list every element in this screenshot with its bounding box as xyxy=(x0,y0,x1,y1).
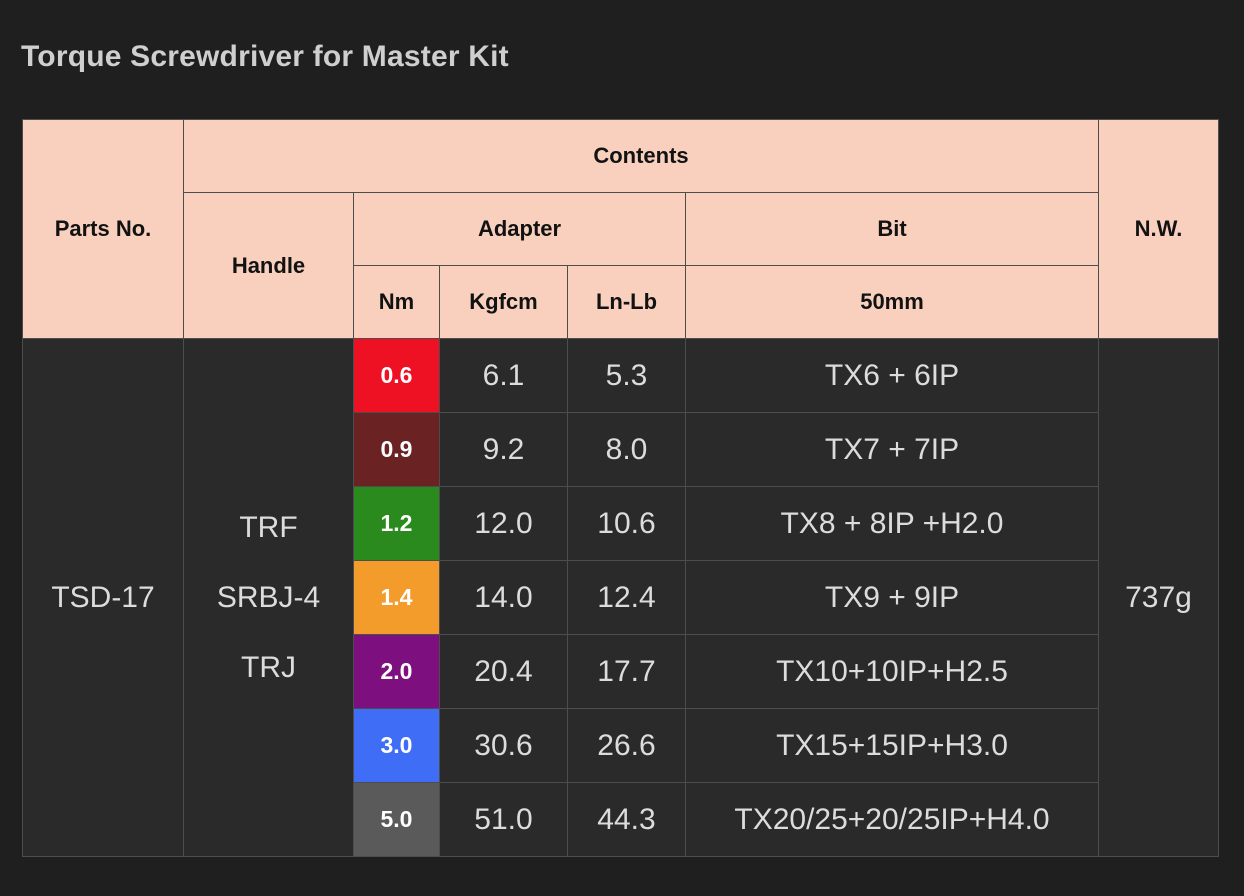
nm-value-cell: 0.6 xyxy=(353,338,440,413)
nm-value-cell: 1.2 xyxy=(353,486,440,561)
kgfcm-cell: 51.0 xyxy=(439,782,568,857)
handle-list: TRF SRBJ-4 TRJ xyxy=(184,511,353,685)
bit-cell: TX8 + 8IP +H2.0 xyxy=(685,486,1099,561)
header-nw: N.W. xyxy=(1098,119,1219,339)
page-title: Torque Screwdriver for Master Kit xyxy=(21,40,509,73)
header-nm: Nm xyxy=(353,265,440,339)
table-row: 2.0 20.4 17.7 TX10+10IP+H2.5 xyxy=(23,634,1219,709)
part-number-cell: TSD-17 xyxy=(22,338,184,857)
header-bit: Bit xyxy=(685,192,1099,266)
bit-cell: TX6 + 6IP xyxy=(685,338,1099,413)
header-row-2: Handle Adapter Bit xyxy=(23,192,1219,339)
bit-cell: TX7 + 7IP xyxy=(685,412,1099,487)
kgfcm-cell: 30.6 xyxy=(439,708,568,783)
kgfcm-cell: 9.2 xyxy=(439,412,568,487)
kgfcm-cell: 14.0 xyxy=(439,560,568,635)
handle-item: TRF xyxy=(239,510,298,544)
lnlb-cell: 12.4 xyxy=(567,560,686,635)
nm-value-cell: 0.9 xyxy=(353,412,440,487)
bit-cell: TX20/25+20/25IP+H4.0 xyxy=(685,782,1099,857)
handle-item: TRJ xyxy=(241,650,296,684)
header-parts-no: Parts No. xyxy=(22,119,184,339)
header-bit-size: 50mm xyxy=(685,265,1099,339)
bit-cell: TX15+15IP+H3.0 xyxy=(685,708,1099,783)
net-weight-cell: 737g xyxy=(1098,338,1219,857)
nm-value-cell: 5.0 xyxy=(353,782,440,857)
header-contents: Contents xyxy=(183,119,1099,193)
header-adapter: Adapter xyxy=(353,192,686,266)
lnlb-cell: 8.0 xyxy=(567,412,686,487)
lnlb-cell: 26.6 xyxy=(567,708,686,783)
table-row: 1.2 12.0 10.6 TX8 + 8IP +H2.0 xyxy=(23,486,1219,561)
table-body: TSD-17 TRF SRBJ-4 TRJ 0.6 6.1 5.3 TX6 + … xyxy=(22,338,1219,857)
kgfcm-cell: 12.0 xyxy=(439,486,568,561)
lnlb-cell: 10.6 xyxy=(567,486,686,561)
kgfcm-cell: 6.1 xyxy=(439,338,568,413)
bit-cell: TX9 + 9IP xyxy=(685,560,1099,635)
nm-value-cell: 2.0 xyxy=(353,634,440,709)
handle-item: SRBJ-4 xyxy=(216,580,321,614)
header-lnlb: Ln-Lb xyxy=(567,265,686,339)
table-row: 5.0 51.0 44.3 TX20/25+20/25IP+H4.0 xyxy=(23,782,1219,857)
spec-table: Parts No. Contents N.W. Handle Adapter B… xyxy=(22,119,1219,857)
lnlb-cell: 44.3 xyxy=(567,782,686,857)
handle-cell: TRF SRBJ-4 TRJ xyxy=(183,338,354,857)
header-handle: Handle xyxy=(183,192,354,339)
header-kgfcm: Kgfcm xyxy=(439,265,568,339)
table-header: Parts No. Contents N.W. Handle Adapter B… xyxy=(22,119,1219,339)
kgfcm-cell: 20.4 xyxy=(439,634,568,709)
header-row-3: Nm Kgfcm Ln-Lb 50mm xyxy=(23,265,1219,339)
table-row: TSD-17 TRF SRBJ-4 TRJ 0.6 6.1 5.3 TX6 + … xyxy=(22,338,1219,857)
nm-value-cell: 3.0 xyxy=(353,708,440,783)
table-row: 3.0 30.6 26.6 TX15+15IP+H3.0 xyxy=(23,708,1219,783)
lnlb-cell: 17.7 xyxy=(567,634,686,709)
lnlb-cell: 5.3 xyxy=(567,338,686,413)
nm-value-cell: 1.4 xyxy=(353,560,440,635)
bit-cell: TX10+10IP+H2.5 xyxy=(685,634,1099,709)
table-row: 0.9 9.2 8.0 TX7 + 7IP xyxy=(23,412,1219,487)
header-row-1: Parts No. Contents N.W. xyxy=(22,119,1219,339)
